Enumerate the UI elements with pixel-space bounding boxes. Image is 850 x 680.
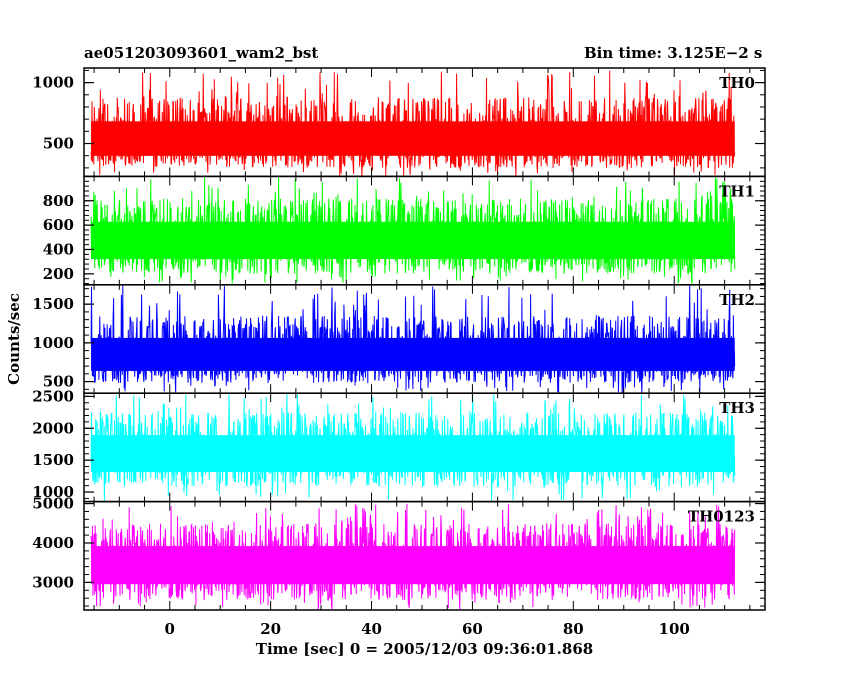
x-axis-label: Time [sec] 0 = 2005/12/03 09:36:01.868	[256, 640, 593, 658]
y-tick-label-th1: 600	[43, 216, 74, 234]
y-tick-label-th3: 1500	[32, 451, 74, 469]
panel-label-th2: TH2	[719, 291, 755, 309]
x-tick-label: 20	[260, 620, 281, 638]
y-axis-label: Counts/sec	[5, 293, 23, 385]
panel-label-th1: TH1	[719, 182, 755, 200]
x-tick-label: 100	[659, 620, 690, 638]
series-line-th0	[90, 70, 736, 176]
series-core-band-th2	[91, 337, 735, 371]
y-tick-label-th0123: 3000	[32, 573, 74, 591]
y-tick-label-th1: 400	[43, 240, 74, 258]
y-tick-label-th0: 1000	[32, 74, 74, 92]
y-tick-label-th0123: 4000	[32, 534, 74, 552]
series-core-band-th0	[91, 121, 735, 156]
y-tick-label-th1: 200	[43, 265, 74, 283]
panel-label-th0: TH0	[719, 74, 755, 92]
y-tick-label-th2: 1500	[32, 295, 74, 313]
series-core-band-th3	[91, 435, 735, 473]
y-tick-label-th2: 500	[43, 373, 74, 391]
x-tick-label: 60	[462, 620, 483, 638]
x-tick-label: 40	[361, 620, 382, 638]
y-tick-label-th0: 500	[43, 135, 74, 153]
y-tick-label-th2: 1000	[32, 334, 74, 352]
x-tick-label: 0	[165, 620, 175, 638]
panel-label-th0123: TH0123	[688, 508, 755, 526]
x-tick-label: 80	[563, 620, 584, 638]
y-tick-label-th0123: 5000	[32, 495, 74, 513]
chart-title-left: ae051203093601_wam2_bst	[84, 44, 319, 62]
series-core-band-th1	[91, 221, 735, 260]
chart-title-right: Bin time: 3.125E−2 s	[584, 44, 763, 62]
series-core-band-th0123	[91, 546, 735, 585]
panel-label-th3: TH3	[719, 399, 755, 417]
y-tick-label-th3: 2500	[32, 387, 74, 405]
y-tick-label-th1: 800	[43, 192, 74, 210]
y-tick-label-th3: 1000	[32, 483, 74, 501]
y-tick-label-th3: 2000	[32, 419, 74, 437]
panel-frame-th0123	[83, 500, 766, 611]
